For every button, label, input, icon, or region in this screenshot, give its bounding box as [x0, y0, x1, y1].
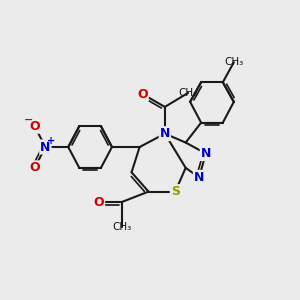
Text: N: N — [194, 171, 204, 184]
Text: N: N — [40, 140, 51, 154]
Text: S: S — [171, 185, 180, 198]
Text: −: − — [23, 115, 33, 125]
Text: O: O — [94, 196, 104, 208]
Text: CH₃: CH₃ — [178, 88, 198, 98]
Text: CH₃: CH₃ — [224, 57, 243, 67]
Text: N: N — [201, 147, 211, 160]
Text: CH₃: CH₃ — [112, 222, 131, 232]
Text: O: O — [29, 161, 40, 174]
Text: +: + — [47, 136, 56, 146]
Text: O: O — [137, 88, 148, 100]
Text: O: O — [29, 120, 40, 133]
Text: N: N — [160, 127, 170, 140]
